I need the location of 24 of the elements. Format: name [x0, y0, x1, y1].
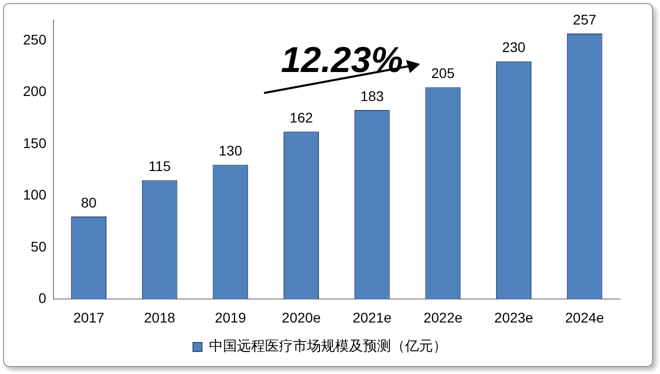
x-tick-label: 2020e	[282, 309, 321, 326]
data-label: 205	[431, 65, 455, 82]
data-label: 130	[218, 142, 242, 159]
x-tick-label: 2023e	[494, 309, 534, 326]
x-tick-label: 2022e	[423, 309, 463, 326]
y-tick-label: 150	[23, 134, 47, 151]
legend-label: 中国远程医疗市场规模及预测（亿元）	[209, 338, 447, 355]
y-tick-label: 50	[30, 238, 47, 254]
x-tick-label: 2021e	[352, 309, 392, 326]
x-tick-label: 2019	[214, 309, 246, 326]
data-label: 80	[80, 194, 97, 210]
x-tick-label: 2024e	[565, 309, 604, 326]
data-label: 257	[572, 11, 596, 28]
data-label: 230	[502, 39, 526, 56]
x-tick-label: 2018	[144, 309, 176, 326]
data-label: 162	[290, 110, 314, 126]
annotation: 12.23%	[280, 39, 404, 80]
x-tick-label: 2017	[73, 309, 105, 326]
data-label: 115	[148, 158, 171, 174]
y-tick-label: 200	[23, 83, 47, 100]
y-tick-label: 0	[38, 290, 47, 306]
y-tick-label: 250	[23, 32, 47, 48]
y-tick-label: 100	[23, 186, 47, 203]
data-label: 183	[360, 88, 384, 104]
